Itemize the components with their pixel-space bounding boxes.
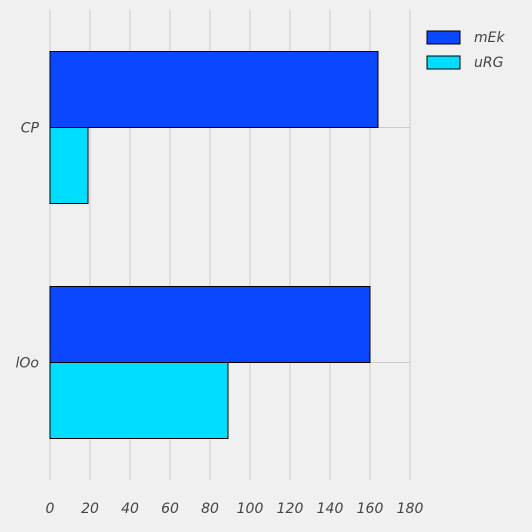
x-tick-label: 140 bbox=[317, 501, 344, 517]
legend-swatch bbox=[427, 31, 460, 44]
bars bbox=[50, 52, 378, 439]
legend-swatch bbox=[427, 56, 460, 69]
x-axis-ticks: 0 20 40 60 80 100 120 140 160 180 bbox=[46, 501, 424, 517]
y-category-label: lOo bbox=[16, 356, 39, 372]
bar bbox=[50, 363, 228, 439]
x-tick-label: 180 bbox=[397, 501, 424, 517]
x-tick-label: 20 bbox=[81, 501, 99, 517]
legend-label: uRG bbox=[474, 55, 504, 71]
legend-label: mEk bbox=[474, 30, 505, 46]
y-axis-categories: CP lOo bbox=[16, 121, 40, 372]
x-tick-label: 40 bbox=[121, 501, 139, 517]
legend: mEk uRG bbox=[427, 30, 505, 71]
x-tick-label: 80 bbox=[201, 501, 219, 517]
x-tick-label: 0 bbox=[46, 501, 55, 517]
y-category-label: CP bbox=[21, 121, 40, 137]
x-tick-label: 60 bbox=[161, 501, 179, 517]
bar bbox=[50, 52, 378, 128]
bar bbox=[50, 287, 370, 363]
x-tick-label: 160 bbox=[357, 501, 384, 517]
bar bbox=[50, 128, 88, 204]
x-tick-label: 100 bbox=[237, 501, 264, 517]
x-tick-label: 120 bbox=[277, 501, 304, 517]
